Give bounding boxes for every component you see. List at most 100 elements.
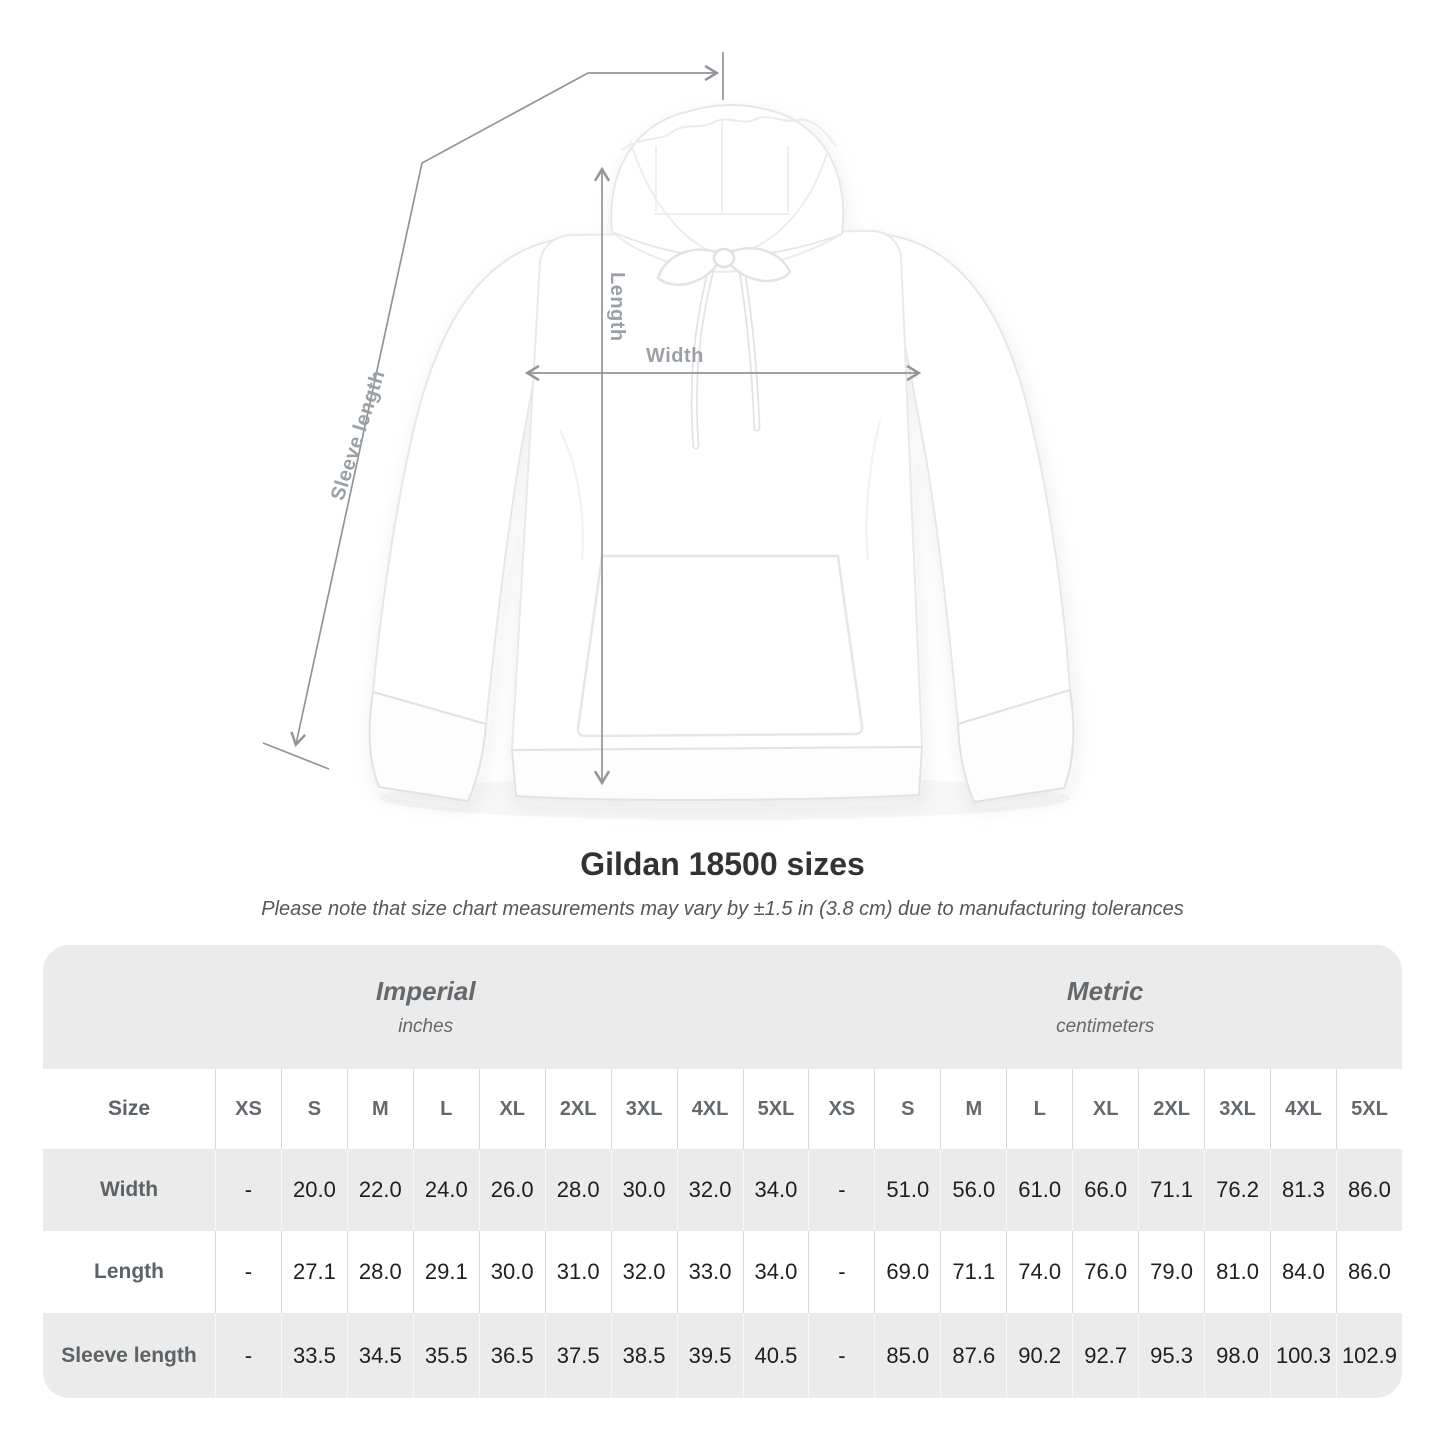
size-table: Imperial inches Metric centimeters Size XS S M L… (43, 945, 1402, 1398)
cell-metric-5xl: 86.0 (1335, 1149, 1402, 1231)
size-header-metric-s: S (874, 1069, 941, 1149)
length-measure-label: Length (606, 272, 628, 342)
table-row: Sleeve length -33.5 34.5 35.5 36.5 37.5 38.5 39… (43, 1313, 1402, 1398)
cell-metric-xl: 66.0 (1072, 1149, 1139, 1231)
cell-metric-4xl: 100.3 (1270, 1313, 1336, 1398)
hoodie (368, 104, 1075, 803)
cell-metric-3xl: 98.0 (1204, 1313, 1270, 1398)
cell-imperial-2xl: 31.0 (544, 1231, 611, 1313)
cell-imperial-l: 35.5 (412, 1313, 479, 1398)
cell-imperial-3xl: 30.0 (610, 1149, 677, 1231)
hood-drape-left (629, 139, 713, 253)
size-header-imperial-5xl: 5XL (742, 1069, 809, 1149)
hood-interior-seams (654, 118, 790, 215)
hoodie-illustration (262, 52, 1075, 803)
size-header-imperial-2xl: 2XL (544, 1069, 611, 1149)
right-cuff (957, 689, 1075, 803)
cell-metric-2xl: 95.3 (1138, 1313, 1205, 1398)
size-header-metric-3xl: 3XL (1204, 1069, 1270, 1149)
measurement-arrows (262, 52, 922, 786)
cell-imperial-m: 22.0 (346, 1149, 413, 1231)
cell-metric-xl: 92.7 (1072, 1313, 1139, 1398)
cell-imperial-l: 24.0 (412, 1149, 479, 1231)
size-header-metric-xl: XL (1072, 1069, 1139, 1149)
cell-metric-xs: - (808, 1231, 875, 1313)
size-header-imperial-m: M (346, 1069, 413, 1149)
table-row: Width -20.0 22.0 24.0 26.0 28.0 30.0 32.0 34.0-5… (43, 1149, 1402, 1231)
cell-imperial-xl: 36.5 (478, 1313, 545, 1398)
hoodie-measurement-diagram: Length Width Sleeve length (262, 52, 1075, 803)
unit-label: Metric (1066, 976, 1144, 1006)
size-header-imperial-xs: XS (215, 1069, 281, 1149)
unit-sublabel: inches (398, 1016, 454, 1037)
unit-group-imperial: Imperial inches (43, 945, 809, 1069)
cell-metric-m: 56.0 (940, 1149, 1007, 1231)
cell-imperial-2xl: 28.0 (544, 1149, 611, 1231)
cell-imperial-4xl: 33.0 (676, 1231, 743, 1313)
cell-imperial-5xl: 34.0 (742, 1231, 809, 1313)
hood-top-seam (621, 116, 837, 151)
cell-imperial-l: 29.1 (412, 1231, 479, 1313)
page-title: Gildan 18500 sizes (580, 846, 865, 882)
tolerance-note: Please note that size chart measurements… (261, 898, 1184, 920)
size-header-imperial-l: L (412, 1069, 479, 1149)
cell-metric-2xl: 79.0 (1138, 1231, 1205, 1313)
cell-metric-m: 87.6 (940, 1313, 1007, 1398)
cell-metric-4xl: 84.0 (1270, 1231, 1336, 1313)
cell-imperial-xs: - (215, 1149, 281, 1231)
cell-metric-s: 69.0 (874, 1231, 941, 1313)
cell-metric-xl: 76.0 (1072, 1231, 1139, 1313)
crease-lines (558, 419, 882, 561)
cell-metric-l: 90.2 (1006, 1313, 1073, 1398)
cell-imperial-3xl: 32.0 (610, 1231, 677, 1313)
cell-metric-xs: - (808, 1313, 875, 1398)
cell-imperial-m: 34.5 (346, 1313, 413, 1398)
cell-imperial-5xl: 40.5 (742, 1313, 809, 1398)
size-header-imperial-s: S (280, 1069, 347, 1149)
cell-metric-4xl: 81.3 (1270, 1149, 1336, 1231)
hem-band (511, 746, 923, 802)
cell-metric-5xl: 86.0 (1335, 1231, 1402, 1313)
cell-metric-3xl: 81.0 (1204, 1231, 1270, 1313)
cell-metric-s: 51.0 (874, 1149, 941, 1231)
size-header-imperial-4xl: 4XL (676, 1069, 743, 1149)
width-measure-label: Width (646, 345, 704, 367)
unit-group-metric: Metric centimeters (808, 945, 1402, 1069)
cell-metric-5xl: 102.9 (1335, 1313, 1402, 1398)
unit-label: Imperial (375, 976, 476, 1006)
size-header-metric-4xl: 4XL (1270, 1069, 1336, 1149)
cell-imperial-4xl: 32.0 (676, 1149, 743, 1231)
size-header-metric-m: M (940, 1069, 1007, 1149)
cell-imperial-s: 27.1 (280, 1231, 347, 1313)
cell-imperial-4xl: 39.5 (676, 1313, 743, 1398)
hood-drape-right (743, 149, 829, 253)
cell-metric-m: 71.1 (940, 1231, 1007, 1313)
unit-sublabel: centimeters (1056, 1016, 1155, 1037)
cell-imperial-2xl: 37.5 (544, 1313, 611, 1398)
cell-imperial-xs: - (215, 1313, 281, 1398)
sleeve-length-arrow (262, 52, 724, 770)
cell-metric-xs: - (808, 1149, 875, 1231)
size-header-metric-l: L (1006, 1069, 1073, 1149)
row-label: Length (43, 1231, 215, 1313)
drawstrings (656, 247, 792, 450)
cell-metric-l: 61.0 (1006, 1149, 1073, 1231)
cell-imperial-m: 28.0 (346, 1231, 413, 1313)
neckline (611, 231, 843, 273)
size-header-imperial-xl: XL (478, 1069, 545, 1149)
cell-imperial-s: 33.5 (280, 1313, 347, 1398)
table-row: Length -27.1 28.0 29.1 30.0 31.0 32.0 33.0 34.0-… (43, 1231, 1402, 1313)
size-header-metric-2xl: 2XL (1138, 1069, 1205, 1149)
size-corner-header: Size (43, 1069, 215, 1149)
cell-imperial-3xl: 38.5 (610, 1313, 677, 1398)
left-cuff (368, 691, 487, 802)
row-label: Sleeve length (43, 1313, 215, 1398)
cell-metric-3xl: 76.2 (1204, 1149, 1270, 1231)
cell-imperial-xl: 30.0 (478, 1231, 545, 1313)
size-header-imperial-3xl: 3XL (610, 1069, 677, 1149)
cell-imperial-xl: 26.0 (478, 1149, 545, 1231)
cell-metric-l: 74.0 (1006, 1231, 1073, 1313)
cell-metric-2xl: 71.1 (1138, 1149, 1205, 1231)
cell-metric-s: 85.0 (874, 1313, 941, 1398)
